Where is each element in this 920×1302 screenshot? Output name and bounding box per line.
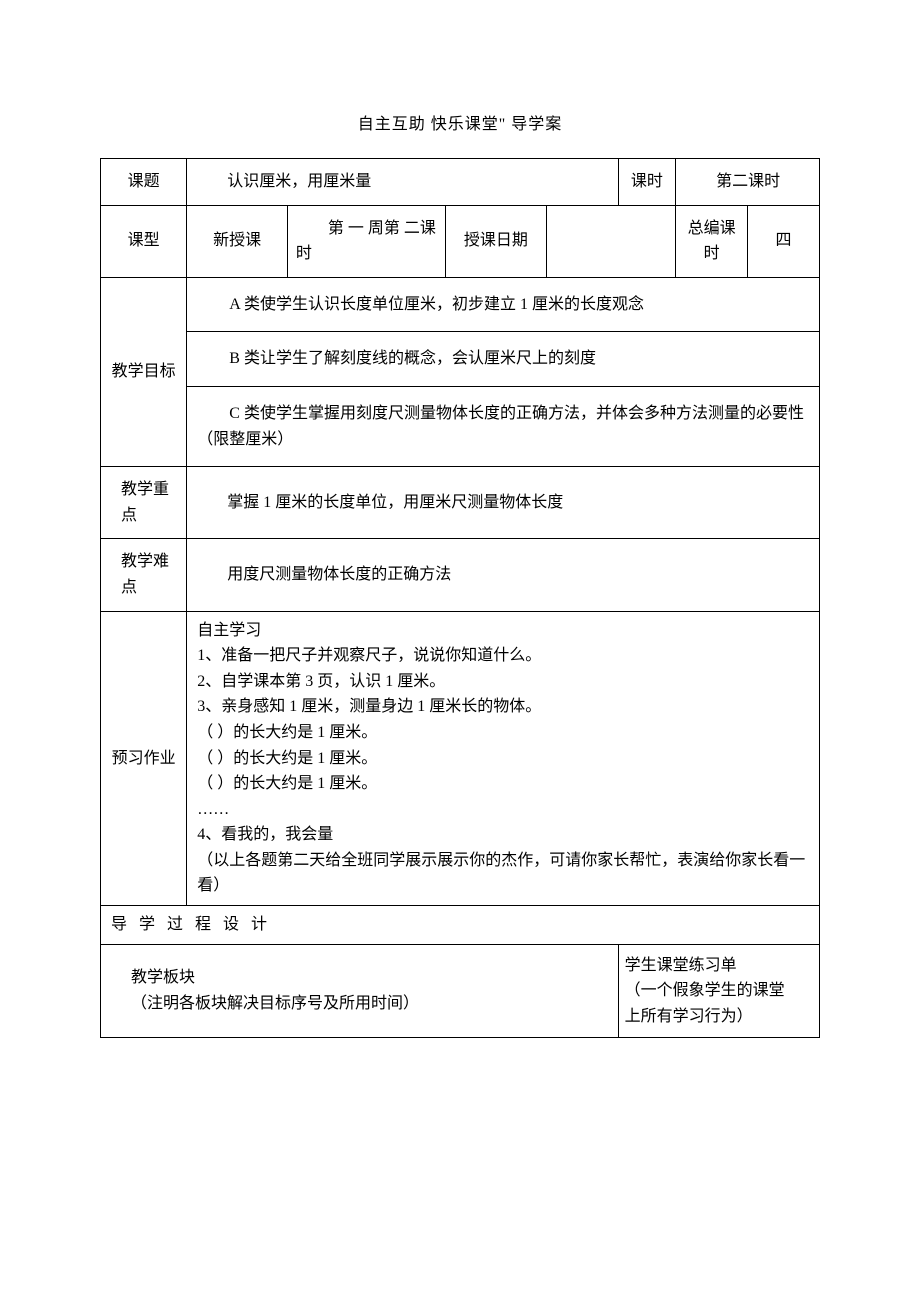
label-total: 总编课时: [676, 205, 748, 277]
value-kexing: 新授课: [187, 205, 288, 277]
label-kexing: 课型: [101, 205, 187, 277]
value-week: 第 一 周第 二课时: [287, 205, 445, 277]
bottom-left-line1: 教学板块: [131, 969, 195, 986]
value-keshi: 第二课时: [676, 159, 820, 206]
design-header: 导 学 过 程 设 计: [101, 906, 820, 945]
value-difficulty: 用度尺测量物体长度的正确方法: [187, 539, 820, 611]
label-date: 授课日期: [446, 205, 547, 277]
value-total: 四: [748, 205, 820, 277]
value-keypoint: 掌握 1 厘米的长度单位，用厘米尺测量物体长度: [187, 467, 820, 539]
label-prework: 预习作业: [101, 611, 187, 906]
label-keypoint: 教学重点: [101, 467, 187, 539]
value-date: [546, 205, 675, 277]
value-keti: 认识厘米，用厘米量: [187, 159, 618, 206]
bottom-left-line2: （注明各板块解决目标序号及所用时间）: [131, 995, 419, 1012]
label-goals: 教学目标: [101, 277, 187, 466]
label-keti: 课题: [101, 159, 187, 206]
goal-b: B 类让学生了解刻度线的概念，会认厘米尺上的刻度: [187, 332, 820, 387]
goal-a: A 类使学生认识长度单位厘米，初步建立 1 厘米的长度观念: [187, 277, 820, 332]
bottom-left: 教学板块 （注明各板块解决目标序号及所用时间）: [101, 944, 619, 1038]
lesson-plan-table: 课题 认识厘米，用厘米量 课时 第二课时 课型 新授课 第 一 周第 二课时 授…: [100, 158, 820, 1038]
bottom-right: 学生课堂练习单 （一个假象学生的课堂 上所有学习行为）: [618, 944, 819, 1038]
doc-title: 自主互助 快乐课堂" 导学案: [100, 110, 820, 134]
label-keshi: 课时: [618, 159, 676, 206]
label-difficulty: 教学难点: [101, 539, 187, 611]
goal-c: C 类使学生掌握用刻度尺测量物体长度的正确方法，并体会多种方法测量的必要性（限整…: [187, 386, 820, 466]
value-prework: 自主学习 1、准备一把尺子并观察尺子，说说你知道什么。 2、自学课本第 3 页，…: [187, 611, 820, 906]
